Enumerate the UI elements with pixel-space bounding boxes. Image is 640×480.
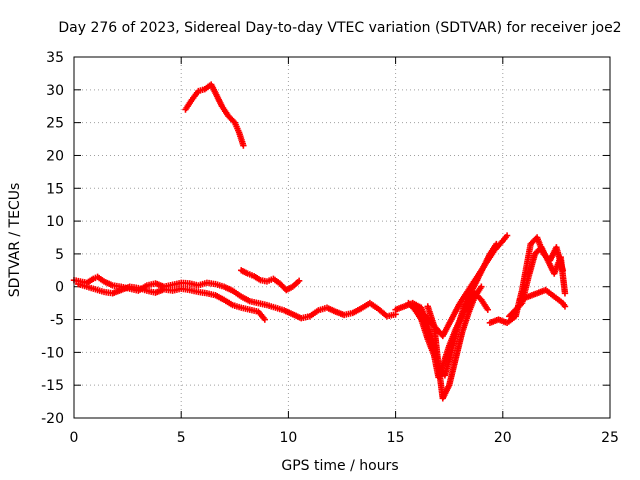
y-tick-label: 25 xyxy=(46,116,64,132)
x-tick-label: 0 xyxy=(70,430,79,446)
x-tick-label: 15 xyxy=(387,430,405,446)
y-tick-label: 5 xyxy=(55,247,64,263)
data-marks xyxy=(70,81,569,402)
x-tick-label: 5 xyxy=(177,430,186,446)
series-high-arc xyxy=(182,81,247,149)
y-tick-label: 20 xyxy=(46,148,64,164)
series-late-cluster-b xyxy=(506,244,569,320)
y-tick-label: 30 xyxy=(46,83,64,99)
data-point-marker xyxy=(261,316,269,323)
y-tick-label: -15 xyxy=(41,378,64,394)
data-point-marker xyxy=(561,290,569,297)
data-point-marker xyxy=(484,306,491,313)
gridlines xyxy=(74,57,610,418)
y-tick-label: -20 xyxy=(41,411,64,427)
x-tick-label: 25 xyxy=(601,430,619,446)
data-point-marker xyxy=(503,232,511,239)
chart-title: Day 276 of 2023, Sidereal Day-to-day VTE… xyxy=(58,20,621,36)
y-tick-label: 35 xyxy=(46,50,64,66)
plot-frame xyxy=(73,56,611,419)
y-tick-label: -10 xyxy=(41,345,64,361)
x-tick-label: 10 xyxy=(279,430,297,446)
data-point-marker xyxy=(478,283,485,290)
y-tick-label: 0 xyxy=(55,280,64,296)
y-tick-label: 10 xyxy=(46,214,64,230)
data-point-marker xyxy=(561,303,569,310)
x-tick-label: 20 xyxy=(494,430,512,446)
y-axis-label: SDTVAR / TECUs xyxy=(7,183,23,298)
y-tick-label: 15 xyxy=(46,181,64,197)
series-evening-branch xyxy=(238,267,303,294)
data-point-marker xyxy=(295,277,303,285)
y-tick-label: -5 xyxy=(50,313,64,329)
data-point-marker xyxy=(230,118,237,125)
series-late-cluster-c xyxy=(516,286,569,310)
data-point-marker xyxy=(240,142,247,149)
series-low-branch xyxy=(75,280,269,323)
x-axis-label: GPS time / hours xyxy=(281,458,398,474)
series-night-track-d xyxy=(413,232,511,340)
